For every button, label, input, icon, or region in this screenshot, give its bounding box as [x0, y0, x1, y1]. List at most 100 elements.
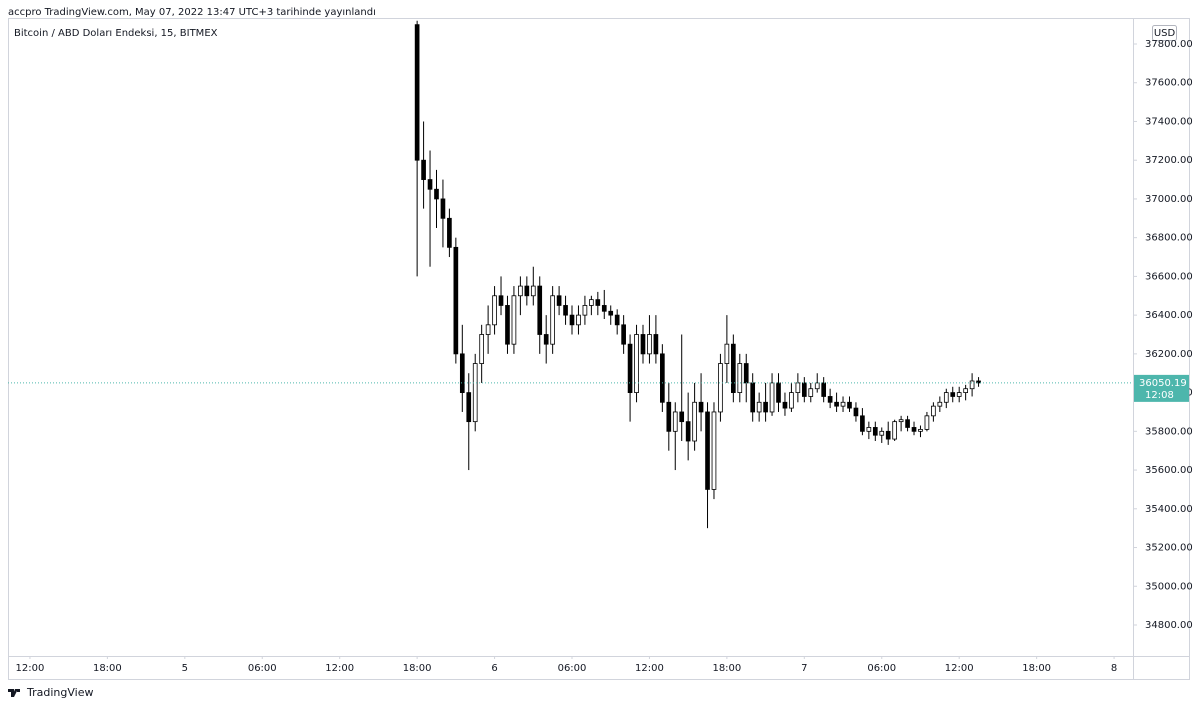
candle-body: [421, 159, 426, 180]
last-price-label: 36050.19: [1139, 378, 1187, 389]
candle-body: [660, 353, 665, 403]
candle-body: [918, 428, 923, 432]
candle-body: [414, 24, 420, 161]
candle-body: [550, 295, 555, 345]
tradingview-logo: [8, 689, 20, 697]
candle-body: [563, 305, 568, 316]
currency-box: [1152, 25, 1177, 41]
candle-body: [879, 430, 885, 436]
candle-body: [614, 314, 620, 326]
candle-body: [801, 382, 807, 397]
candle-body: [479, 334, 484, 364]
y-tick-label: 37400.00: [1145, 116, 1193, 127]
candle-body: [518, 285, 523, 297]
candle-body: [647, 334, 652, 355]
candle-body: [698, 401, 704, 413]
y-tick-label: 37200.00: [1145, 155, 1193, 166]
candle-body: [847, 401, 852, 409]
y-tick-label: 35200.00: [1145, 543, 1193, 554]
candle-body: [589, 299, 594, 306]
candle-body: [718, 363, 723, 413]
candle-body: [898, 419, 904, 423]
candle-body: [711, 411, 717, 490]
x-tick-label: 18:00: [712, 663, 741, 674]
candle-body: [834, 401, 839, 407]
candle-body: [621, 324, 626, 345]
candle-body: [511, 295, 517, 345]
candle-body: [730, 343, 736, 393]
x-tick-label: 5: [182, 663, 188, 674]
candle-body: [821, 382, 827, 397]
candle-body: [776, 382, 781, 403]
candle-body: [924, 415, 930, 430]
y-tick-label: 34800.00: [1145, 620, 1193, 631]
candle-body: [827, 396, 833, 403]
candle-body: [569, 314, 575, 326]
y-tick-label: 35600.00: [1145, 465, 1193, 476]
x-tick-label: 18:00: [93, 663, 122, 674]
candle-body: [472, 363, 478, 423]
candle-body: [911, 427, 917, 432]
candle-body: [653, 334, 659, 355]
candle-body: [814, 382, 820, 390]
x-tick-label: 18:00: [403, 663, 432, 674]
candle-body: [808, 388, 814, 397]
x-tick-label: 06:00: [248, 663, 277, 674]
x-tick-label: 12:00: [16, 663, 45, 674]
candle-body: [705, 411, 710, 490]
candle-body: [872, 427, 878, 436]
candle-body: [724, 343, 730, 364]
y-tick-label: 36400.00: [1145, 310, 1193, 321]
candle-body: [556, 295, 562, 306]
symbol-title: Bitcoin / ABD Doları Endeksi, 15, BITMEX: [14, 28, 218, 39]
x-tick-label: 06:00: [558, 663, 587, 674]
x-tick-label: 8: [1111, 663, 1117, 674]
x-tick-label: 06:00: [867, 663, 896, 674]
candle-body: [672, 411, 678, 432]
x-tick-label: 6: [491, 663, 497, 674]
candle-body: [634, 334, 639, 393]
candle-body: [582, 305, 588, 316]
candle-body: [601, 305, 607, 312]
candle-body: [840, 401, 846, 407]
candle-body: [485, 324, 491, 335]
candle-body: [905, 419, 910, 428]
x-tick-label: 7: [801, 663, 807, 674]
candle-body: [892, 421, 897, 440]
y-tick-label: 35800.00: [1145, 426, 1193, 437]
candle-body: [595, 299, 601, 306]
candle-body: [608, 310, 614, 316]
countdown-label: 12:08: [1145, 390, 1174, 401]
candle-body: [943, 392, 949, 403]
candle-body: [492, 295, 497, 326]
y-tick-label: 35400.00: [1145, 504, 1193, 515]
candle-body: [543, 334, 549, 345]
candle-body: [505, 305, 510, 345]
candle-body: [763, 401, 768, 413]
x-tick-label: 12:00: [325, 663, 354, 674]
brand: TradingView: [26, 686, 93, 699]
y-tick-label: 36600.00: [1145, 271, 1193, 282]
x-tick-label: 12:00: [945, 663, 974, 674]
y-tick-label: 36200.00: [1145, 349, 1193, 360]
candle-body: [737, 363, 743, 393]
candle-body: [524, 285, 530, 297]
candle-body: [666, 401, 672, 432]
candle-body: [937, 401, 943, 407]
candle-body: [853, 407, 859, 417]
candle-body: [743, 363, 749, 384]
candle-body: [769, 382, 775, 413]
candle-body: [685, 421, 691, 442]
candle-body: [498, 295, 504, 306]
y-tick-label: 37800.00: [1145, 39, 1193, 50]
candle-body: [459, 353, 465, 393]
candle-body: [795, 382, 801, 393]
candle-body: [931, 405, 936, 417]
last-price-box: [1134, 374, 1189, 402]
candle-body: [679, 411, 685, 423]
chart-frame: [8, 18, 1190, 680]
candle-body: [782, 401, 788, 409]
candle-body: [885, 430, 891, 440]
y-tick-label: 36800.00: [1145, 233, 1193, 244]
candle-body: [950, 392, 956, 397]
